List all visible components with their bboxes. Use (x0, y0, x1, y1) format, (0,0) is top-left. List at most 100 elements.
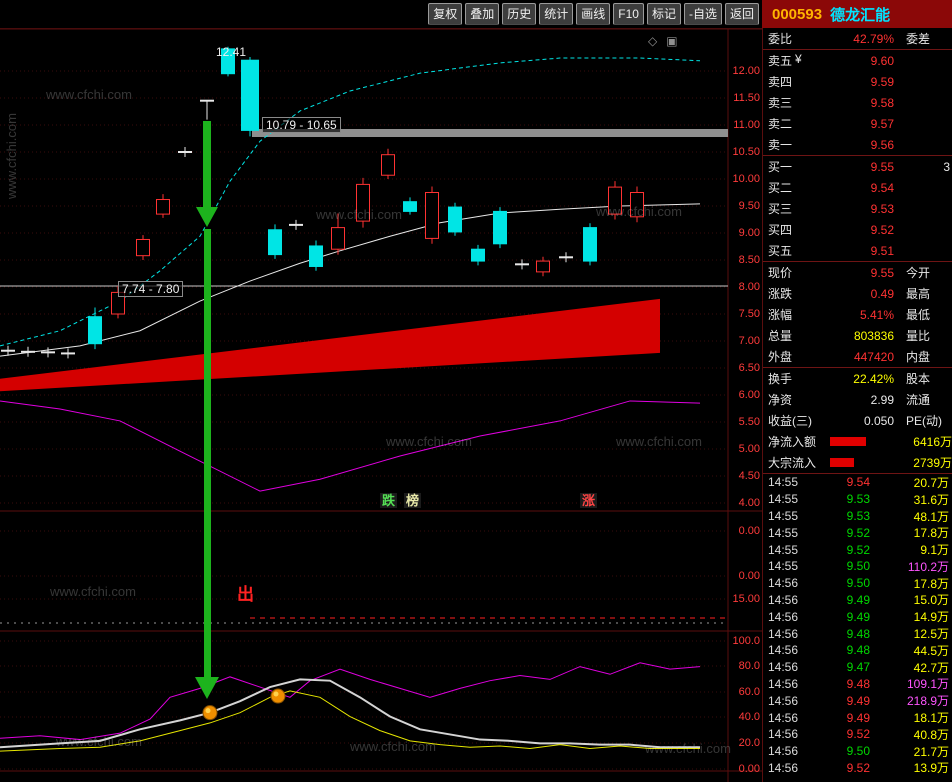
axis-label: 100.0 (732, 635, 760, 647)
toolbar-button--自选[interactable]: -自选 (683, 3, 722, 25)
panel-row: 卖五 ¥9.60 (763, 50, 952, 71)
ask-label: 卖四 (768, 73, 826, 90)
axis-label: 8.00 (738, 281, 760, 293)
chart-area[interactable]: 12.00 11.50 11.00 10.50 10.00 9.50 9.00 8.50 8.0… (0, 28, 762, 782)
tick-row: 14:55 9.50 110.2万 (763, 558, 952, 575)
tick-price: 9.50 (846, 559, 870, 574)
info-value: 0.49 (870, 286, 894, 301)
chart-window-icons: ◇ ▣ (648, 34, 678, 48)
ask-label: 卖三 (768, 94, 826, 111)
down-candle (493, 210, 507, 245)
bid-price: 9.54 (870, 180, 894, 195)
tick-row: 14:56 9.49 218.9万 (763, 692, 952, 709)
panel-divider (763, 155, 952, 156)
info-label-2: 量比 (906, 329, 931, 343)
toolbar-button-统计[interactable]: 统计 (539, 3, 574, 25)
signal-dot (270, 688, 286, 704)
ask-price: 9.56 (870, 137, 894, 152)
tick-time: 14:56 (768, 727, 799, 742)
quote-panel: 委比 42.79% 委差 卖五 ¥9.60 卖四 9.59 卖三 9.58 卖二 9.57 卖一 9.5… (762, 28, 952, 782)
toolbar: 复权 叠加 历史 统计 画线 F10 标记 -自选 返回 (0, 0, 762, 28)
bid-price: 9.52 (870, 222, 894, 237)
tick-time: 14:56 (768, 660, 799, 675)
up-candle (536, 260, 550, 273)
tick-time: 14:56 (768, 643, 799, 658)
panel-row: 买五 9.51 (763, 240, 952, 261)
axis-label: 10.00 (732, 173, 760, 185)
toolbar-button-复权[interactable]: 复权 (428, 3, 463, 25)
info-label: 收益(三) (768, 414, 812, 428)
tick-row: 14:56 9.49 15.0万 (763, 592, 952, 609)
tick-price: 9.49 (846, 693, 870, 708)
tick-price: 9.52 (846, 727, 870, 742)
panel-row: 买二 9.54 (763, 177, 952, 198)
bid-volume: 3 (943, 159, 950, 174)
tick-list[interactable]: 14:55 9.54 20.7万 14:55 9.53 31.6万 14:55 9.53 48.… (763, 474, 952, 776)
ask-level-label: 卖三 (768, 96, 793, 110)
tick-volume: 17.8万 (913, 526, 949, 541)
tick-row: 14:56 9.49 14.9万 (763, 608, 952, 625)
ask-level-label: 卖五 (768, 54, 793, 68)
flow-bar (830, 437, 866, 446)
tick-volume: 42.7万 (913, 660, 949, 675)
tick-volume: 21.7万 (913, 744, 949, 759)
tag-fall: 跌 (380, 493, 398, 508)
down-candle (471, 248, 485, 262)
tick-row: 14:55 9.53 48.1万 (763, 508, 952, 525)
info-value: 447420 (853, 349, 894, 364)
yen-icon: ¥ (795, 52, 802, 66)
tick-price: 9.52 (846, 525, 870, 540)
toolbar-button-标记[interactable]: 标记 (646, 3, 681, 25)
tick-time: 14:56 (768, 576, 799, 591)
tick-volume: 109.1万 (906, 677, 949, 692)
tick-price: 9.52 (846, 542, 870, 557)
up-candle (136, 238, 150, 257)
panel-divider (763, 367, 952, 368)
tick-row: 14:56 9.50 17.8万 (763, 575, 952, 592)
info-label: 涨跌 (768, 287, 793, 301)
axis-label: 0.00 (738, 525, 760, 537)
tick-row: 14:55 9.53 31.6万 (763, 491, 952, 508)
panel-row: 买三 9.53 (763, 198, 952, 219)
bid-price: 9.55 (870, 159, 894, 174)
stock-code: 000593 (772, 5, 823, 23)
tick-volume: 44.5万 (913, 643, 949, 658)
toolbar-button-返回[interactable]: 返回 (724, 3, 759, 25)
tick-time: 14:55 (768, 525, 799, 540)
info-value: 9.55 (870, 265, 894, 280)
tick-price: 9.54 (846, 475, 870, 490)
diamond-icon[interactable]: ◇ (648, 34, 658, 48)
toolbar-button-叠加[interactable]: 叠加 (465, 3, 500, 25)
tick-volume: 20.7万 (913, 475, 949, 490)
info-label: 现价 (768, 266, 793, 280)
info-label-2: 内盘 (906, 350, 931, 364)
down-candle (403, 201, 417, 212)
flow-value: 2739万 (913, 456, 952, 470)
tick-volume: 18.1万 (913, 711, 949, 726)
ma-line-white (0, 203, 701, 357)
ask-price: 9.58 (870, 95, 894, 110)
panel-row: 卖一 9.56 (763, 134, 952, 155)
toolbar-button-F10[interactable]: F10 (613, 3, 644, 25)
panel-row: 卖三 9.58 (763, 92, 952, 113)
sell-signal-arrow (195, 121, 219, 699)
info-label: 外盘 (768, 350, 793, 364)
axis-label: 7.50 (738, 308, 760, 320)
info-label-2: 流通 (906, 393, 931, 407)
oscillator-gray (0, 678, 700, 749)
toolbar-button-历史[interactable]: 历史 (502, 3, 537, 25)
window-icon[interactable]: ▣ (666, 34, 678, 48)
tick-time: 14:56 (768, 744, 799, 759)
tick-row: 14:56 9.47 42.7万 (763, 659, 952, 676)
axis-label: 80.0 (738, 660, 760, 672)
toolbar-button-画线[interactable]: 画线 (576, 3, 611, 25)
panel-divider (763, 49, 952, 50)
gap-resistance-bar (252, 129, 728, 137)
ask-level-label: 卖四 (768, 75, 793, 89)
weibi-value: 42.79% (853, 31, 894, 46)
panel-row: 卖二 9.57 (763, 113, 952, 134)
panel-row: 总量 803836 量比 (763, 325, 952, 346)
tick-time: 14:55 (768, 475, 799, 490)
panel-row: 净资 2.99 流通 (763, 389, 952, 410)
